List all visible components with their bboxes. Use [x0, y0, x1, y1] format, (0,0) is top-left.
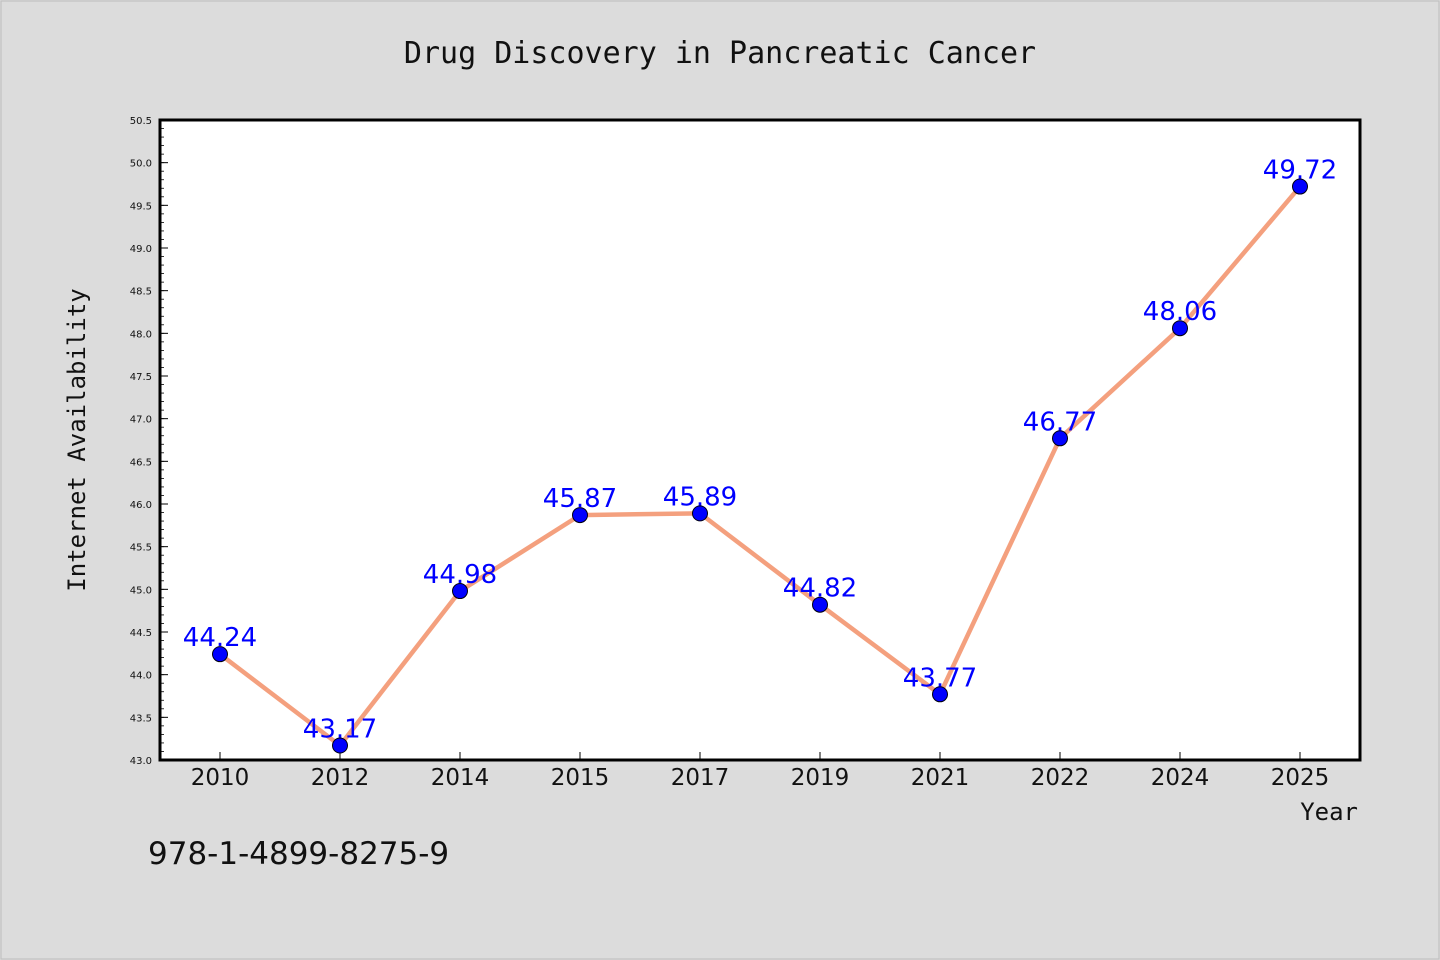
data-value-label: 43.77: [903, 663, 977, 693]
x-tick-label: 2012: [311, 765, 370, 791]
x-tick-label: 2021: [911, 765, 970, 791]
y-tick-label: 47.0: [130, 415, 152, 426]
x-tick-label: 2019: [791, 765, 850, 791]
data-value-label: 46.77: [1023, 407, 1097, 437]
y-tick-label: 45.0: [130, 585, 152, 596]
data-value-label: 45.89: [663, 482, 737, 512]
data-point-marker: [932, 686, 948, 703]
y-tick-label: 50.0: [130, 159, 152, 170]
data-point-marker: [1172, 320, 1188, 337]
y-tick-label: 48.5: [130, 287, 152, 298]
data-point-marker: [212, 646, 228, 663]
plot-area: [160, 120, 1360, 760]
x-tick-label: 2014: [431, 765, 490, 791]
y-tick-label: 46.5: [130, 457, 152, 468]
series-layer: [212, 178, 1308, 754]
data-value-label: 44.24: [183, 623, 257, 653]
data-value-label: 45.87: [543, 484, 617, 514]
x-tick-label: 2010: [191, 765, 250, 791]
x-axis-label: Year: [1300, 798, 1358, 826]
y-tick-label: 46.0: [130, 500, 152, 511]
data-point-marker: [812, 596, 828, 613]
y-tick-label: 43.0: [130, 756, 152, 767]
y-tick-label: 44.5: [130, 628, 152, 639]
data-labels: 44.24 43.17 44.98 45.87 45.89 44.82 43.77 46.77…: [183, 156, 1337, 745]
data-point-marker: [1292, 178, 1308, 195]
y-tick-label: 49.0: [130, 244, 152, 255]
data-point-marker: [1052, 430, 1068, 447]
x-tick-label: 2015: [551, 765, 610, 791]
data-value-label: 43.17: [303, 714, 377, 744]
data-point-marker: [452, 583, 468, 600]
y-tick-label: 50.5: [130, 116, 152, 127]
data-value-label: 49.72: [1263, 156, 1337, 186]
y-tick-label: 47.5: [130, 372, 152, 383]
plot-frame: [158, 118, 1362, 762]
data-point-marker: [692, 505, 708, 522]
y-tick-label: 43.5: [130, 713, 152, 724]
y-tick-label: 48.0: [130, 329, 152, 340]
y-tick-label: 49.5: [130, 201, 152, 212]
series-line: [218, 185, 1302, 748]
data-value-label: 44.98: [423, 560, 497, 590]
x-tick-label: 2022: [1031, 765, 1090, 791]
x-tick-label: 2025: [1271, 765, 1330, 791]
isbn-annotation: 978-1-4899-8275-9: [148, 836, 449, 872]
data-point-marker: [572, 507, 588, 524]
x-tick-label: 2017: [671, 765, 730, 791]
y-tick-label: 45.5: [130, 543, 152, 554]
y-axis-label: Internet Availability: [63, 288, 91, 591]
y-tick-label: 44.0: [130, 671, 152, 682]
chart-title: Drug Discovery in Pancreatic Cancer: [404, 36, 1036, 71]
data-value-label: 44.82: [783, 574, 857, 604]
x-tick-label: 2024: [1151, 765, 1210, 791]
data-point-marker: [332, 737, 348, 754]
data-value-label: 48.06: [1143, 297, 1217, 327]
